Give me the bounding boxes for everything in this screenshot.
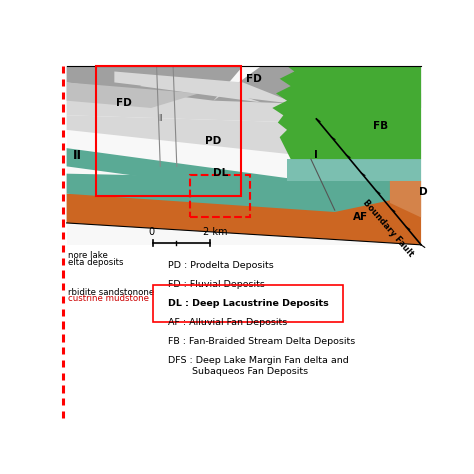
- Text: elta deposits: elta deposits: [68, 258, 124, 266]
- Polygon shape: [66, 82, 421, 126]
- Text: Boundary Fault: Boundary Fault: [361, 198, 415, 259]
- Text: PD : Prodelta Deposits: PD : Prodelta Deposits: [168, 261, 273, 270]
- Polygon shape: [66, 66, 421, 245]
- Text: FD: FD: [116, 98, 131, 108]
- Polygon shape: [66, 115, 421, 159]
- Polygon shape: [66, 194, 421, 245]
- Text: AF : Alluvial Fan Deposits: AF : Alluvial Fan Deposits: [168, 318, 287, 327]
- Text: DL: DL: [213, 168, 228, 178]
- Text: II: II: [158, 114, 163, 123]
- Text: nore lake: nore lake: [68, 251, 108, 260]
- Polygon shape: [272, 66, 421, 159]
- Polygon shape: [140, 79, 261, 102]
- Bar: [96, 66, 241, 196]
- Polygon shape: [66, 173, 421, 212]
- Bar: [190, 175, 250, 218]
- Polygon shape: [213, 66, 421, 108]
- Text: FB : Fan-Braided Stream Delta Deposits: FB : Fan-Braided Stream Delta Deposits: [168, 337, 355, 346]
- Polygon shape: [335, 159, 421, 185]
- Text: PD: PD: [205, 136, 222, 146]
- Polygon shape: [390, 181, 421, 218]
- Text: D: D: [419, 187, 428, 197]
- Polygon shape: [66, 66, 243, 100]
- Text: AF: AF: [353, 212, 368, 222]
- Text: 0: 0: [148, 227, 154, 237]
- Text: FB: FB: [373, 121, 388, 131]
- Text: FD: FD: [246, 74, 262, 84]
- Polygon shape: [66, 82, 199, 108]
- Polygon shape: [114, 72, 298, 104]
- Text: rbidite sandstonone: rbidite sandstonone: [68, 288, 155, 297]
- Text: I: I: [314, 150, 319, 160]
- Text: II: II: [73, 149, 82, 162]
- Text: FD : Fluvial Deposits: FD : Fluvial Deposits: [168, 280, 264, 289]
- Polygon shape: [287, 159, 421, 181]
- Text: DFS : Deep Lake Margin Fan delta and
        Subaqueos Fan Deposits: DFS : Deep Lake Margin Fan delta and Sub…: [168, 356, 348, 375]
- Text: 2 km: 2 km: [203, 227, 228, 237]
- Polygon shape: [66, 148, 335, 203]
- Text: DL : Deep Lacustrine Deposits: DL : Deep Lacustrine Deposits: [168, 299, 328, 308]
- Text: custrine mudstone: custrine mudstone: [68, 294, 149, 303]
